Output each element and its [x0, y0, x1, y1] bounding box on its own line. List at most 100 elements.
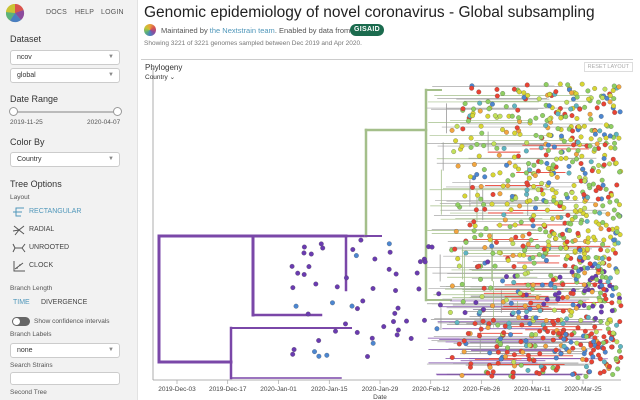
date-range-slider[interactable]: [13, 111, 117, 113]
docs-link[interactable]: DOCS: [46, 9, 68, 16]
tip-dot: [545, 148, 551, 153]
tip-dot: [290, 285, 296, 291]
tip-dot: [324, 352, 330, 358]
tip-dot: [616, 299, 622, 305]
tip-dot: [597, 356, 603, 362]
tip-dot: [524, 191, 529, 197]
search-strains-input[interactable]: [10, 372, 120, 385]
tip-dot: [547, 116, 552, 122]
tip-dot: [532, 173, 538, 178]
dataset-subselect[interactable]: global ▼: [10, 68, 120, 83]
tip-dot: [492, 113, 498, 119]
date-range-end: 2020-04-07: [87, 119, 121, 126]
branch-labels-select[interactable]: none ▼: [10, 343, 120, 358]
maintainer-link[interactable]: the Nextstrain team: [209, 26, 275, 35]
date-range-start-handle[interactable]: [9, 107, 18, 116]
tip-dot: [561, 343, 567, 349]
tip-dot: [616, 84, 622, 90]
layout-radial[interactable]: RADIAL: [12, 223, 122, 237]
tip-dot: [491, 141, 497, 147]
phylogeny-tree[interactable]: 2019-Dec-03 2019-Dec-17 2020-Jan-01 2020-Ja…: [141, 60, 633, 400]
tip-dot: [543, 152, 549, 158]
tip-dot: [518, 362, 524, 368]
confidence-toggle[interactable]: [12, 317, 30, 326]
tip-dot: [455, 163, 461, 169]
tip-dot: [510, 172, 516, 178]
tip-dot: [486, 106, 492, 112]
tip-dot: [596, 162, 602, 168]
dataset-select[interactable]: ncov ▼: [10, 50, 120, 65]
tip-dot: [479, 130, 485, 136]
tip-dot: [526, 356, 532, 362]
tip-dot: [604, 248, 610, 254]
tip-dot: [498, 341, 503, 347]
tip-dot: [516, 309, 522, 315]
tip-dot: [501, 330, 507, 336]
branch-length-time-button[interactable]: TIME: [13, 299, 30, 306]
tip-dot: [565, 82, 571, 88]
tip-dot: [558, 245, 564, 251]
tip-dot: [557, 81, 563, 87]
tip-dot: [530, 286, 535, 292]
tip-dot: [504, 349, 510, 355]
tip-dot: [564, 239, 570, 245]
tip-dot: [479, 294, 485, 299]
tip-dot: [434, 326, 440, 332]
tip-dot: [301, 244, 307, 250]
tip-dot: [460, 126, 466, 132]
tip-dot: [610, 330, 616, 336]
tip-dot: [497, 170, 503, 176]
tip-dot: [516, 166, 521, 172]
gisaid-logo[interactable]: GISAID: [350, 24, 384, 36]
tip-dot: [313, 281, 319, 287]
tip-dot: [459, 143, 465, 149]
tip-dot: [573, 103, 579, 109]
tip-dot: [555, 126, 561, 132]
tip-dot: [544, 161, 550, 166]
tip-dot: [607, 199, 613, 205]
tip-dot: [613, 160, 619, 166]
tip-dot: [481, 167, 487, 173]
layout-clock[interactable]: CLOCK: [12, 259, 122, 273]
tip-dot: [535, 168, 541, 174]
help-link[interactable]: HELP: [75, 9, 95, 16]
tip-dot: [605, 211, 611, 217]
nextstrain-logo[interactable]: [5, 3, 25, 23]
tip-dot: [553, 236, 559, 241]
tip-dot: [527, 342, 533, 348]
color-by-select[interactable]: Country ▼: [10, 152, 120, 167]
tip-dot: [543, 82, 549, 87]
tip-dot: [617, 169, 622, 175]
tip-dot: [527, 198, 533, 204]
tip-dot: [437, 302, 443, 308]
tip-dot: [528, 237, 534, 243]
tip-dot: [565, 253, 571, 259]
date-range-end-handle[interactable]: [113, 107, 122, 116]
tip-dot: [550, 330, 556, 336]
phylogeny-title: Phylogeny: [145, 63, 183, 72]
tip-dot: [527, 321, 533, 327]
confidence-label: Show confidence intervals: [34, 318, 110, 325]
tip-dot: [610, 247, 616, 253]
layout-rectangular[interactable]: RECTANGULAR: [12, 205, 122, 219]
tip-dot: [561, 138, 567, 144]
tip-dot: [487, 364, 493, 370]
tip-dot: [535, 295, 541, 301]
tip-dot: [551, 144, 557, 150]
tip-dot: [581, 346, 587, 351]
layout-unrooted[interactable]: UNROOTED: [12, 241, 122, 255]
tip-dot: [556, 290, 562, 296]
color-by-dropdown[interactable]: Country ⌄: [145, 73, 175, 81]
tip-dot: [590, 303, 596, 309]
tip-dot: [600, 241, 606, 247]
tip-dot: [512, 163, 518, 169]
login-link[interactable]: LOGIN: [101, 9, 124, 16]
x-tick-label: 2020-Jan-01: [260, 386, 297, 393]
reset-layout-button[interactable]: RESET LAYOUT: [583, 62, 633, 72]
branch-length-divergence-button[interactable]: DIVERGENCE: [41, 299, 88, 306]
tip-dot: [601, 340, 606, 346]
tip-dot: [592, 131, 598, 137]
tip-dot: [579, 81, 585, 87]
tip-dot: [588, 116, 594, 122]
tip-dot: [582, 270, 588, 276]
